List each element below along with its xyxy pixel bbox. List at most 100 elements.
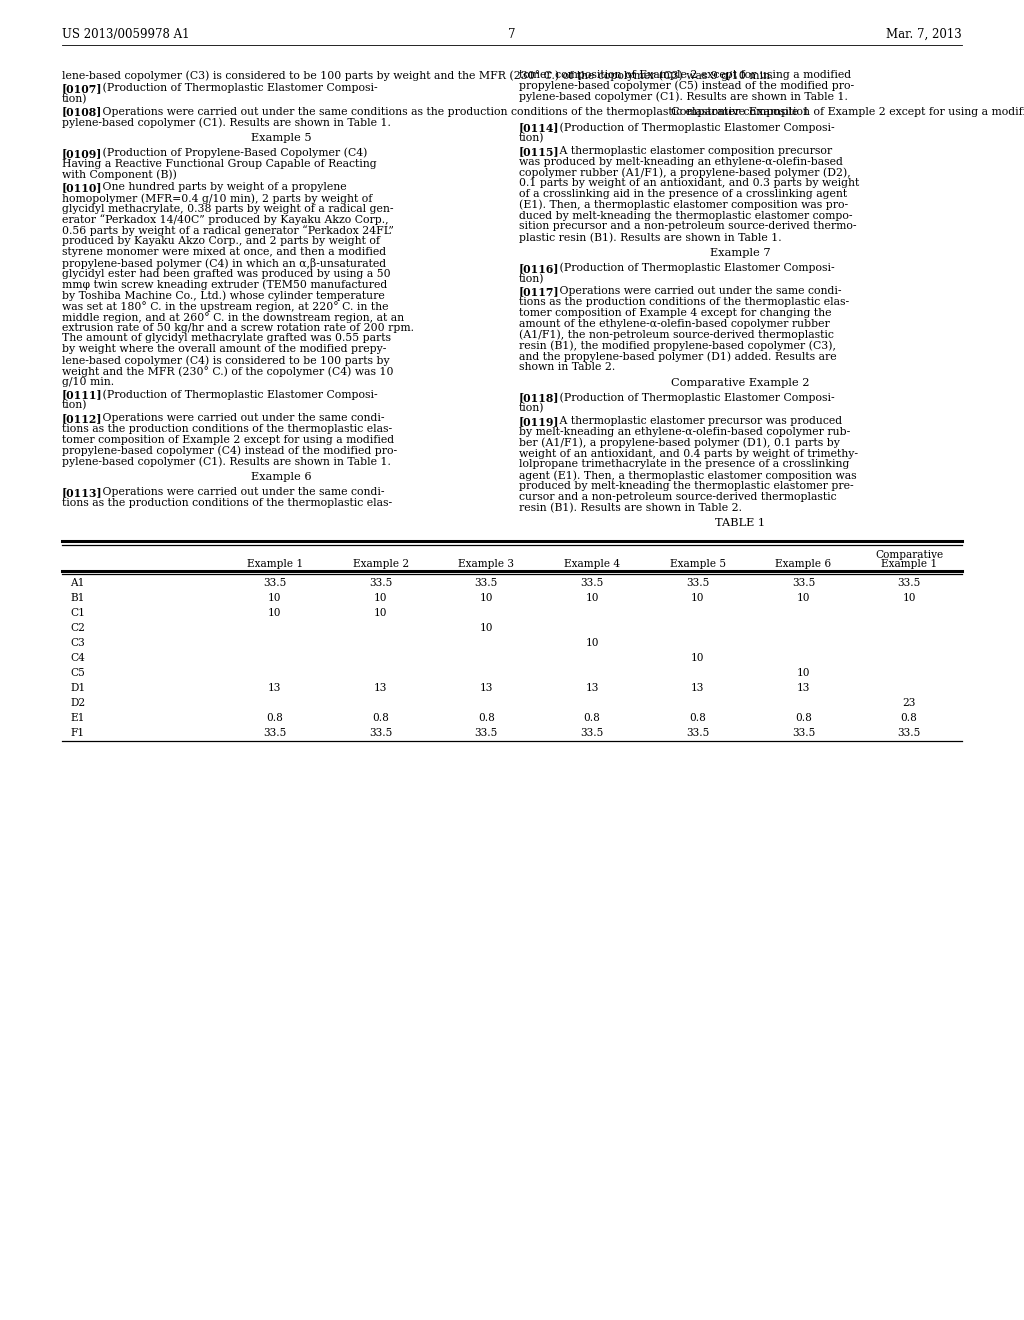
Text: cursor and a non-petroleum source-derived thermoplastic: cursor and a non-petroleum source-derive…	[519, 492, 837, 502]
Text: pylene-based copolymer (C1). Results are shown in Table 1.: pylene-based copolymer (C1). Results are…	[519, 91, 848, 102]
Text: Example 1: Example 1	[247, 560, 303, 569]
Text: Example 6: Example 6	[251, 473, 312, 482]
Text: sition precursor and a non-petroleum source-derived thermo-: sition precursor and a non-petroleum sou…	[519, 222, 856, 231]
Text: 33.5: 33.5	[792, 729, 815, 738]
Text: Operations were carried out under the same condi-: Operations were carried out under the sa…	[549, 286, 842, 297]
Text: C4: C4	[70, 653, 85, 663]
Text: 33.5: 33.5	[897, 729, 921, 738]
Text: D2: D2	[70, 698, 85, 709]
Text: 10: 10	[797, 593, 810, 603]
Text: 10: 10	[586, 593, 599, 603]
Text: tions as the production conditions of the thermoplastic elas-: tions as the production conditions of th…	[62, 498, 392, 508]
Text: was produced by melt-kneading an ethylene-α-olefin-based: was produced by melt-kneading an ethylen…	[519, 157, 843, 166]
Text: (A1/F1), the non-petroleum source-derived thermoplastic: (A1/F1), the non-petroleum source-derive…	[519, 330, 834, 341]
Text: g/10 min.: g/10 min.	[62, 376, 114, 387]
Text: pylene-based copolymer (C1). Results are shown in Table 1.: pylene-based copolymer (C1). Results are…	[62, 117, 391, 128]
Text: tions as the production conditions of the thermoplastic elas-: tions as the production conditions of th…	[519, 297, 849, 308]
Text: styrene monomer were mixed at once, and then a modified: styrene monomer were mixed at once, and …	[62, 247, 386, 257]
Text: 10: 10	[586, 639, 599, 648]
Text: produced by melt-kneading the thermoplastic elastomer pre-: produced by melt-kneading the thermoplas…	[519, 480, 854, 491]
Text: pylene-based copolymer (C1). Results are shown in Table 1.: pylene-based copolymer (C1). Results are…	[62, 457, 391, 467]
Text: erator “Perkadox 14/40C” produced by Kayaku Akzo Corp.,: erator “Perkadox 14/40C” produced by Kay…	[62, 215, 389, 226]
Text: The amount of glycidyl methacrylate grafted was 0.55 parts: The amount of glycidyl methacrylate graf…	[62, 334, 391, 343]
Text: Having a Reactive Functional Group Capable of Reacting: Having a Reactive Functional Group Capab…	[62, 158, 377, 169]
Text: 0.8: 0.8	[689, 713, 707, 723]
Text: Example 4: Example 4	[564, 560, 621, 569]
Text: tion): tion)	[519, 273, 545, 284]
Text: amount of the ethylene-α-olefin-based copolymer rubber: amount of the ethylene-α-olefin-based co…	[519, 319, 829, 329]
Text: 33.5: 33.5	[369, 578, 392, 589]
Text: Operations were carried out under the same condi-: Operations were carried out under the sa…	[92, 487, 385, 496]
Text: [0115]: [0115]	[519, 145, 560, 157]
Text: 7: 7	[508, 28, 516, 41]
Text: 33.5: 33.5	[263, 729, 287, 738]
Text: of a crosslinking aid in the presence of a crosslinking agent: of a crosslinking aid in the presence of…	[519, 189, 847, 199]
Text: lolpropane trimethacrylate in the presence of a crosslinking: lolpropane trimethacrylate in the presen…	[519, 459, 849, 470]
Text: copolymer rubber (A1/F1), a propylene-based polymer (D2),: copolymer rubber (A1/F1), a propylene-ba…	[519, 168, 851, 178]
Text: resin (B1), the modified propylene-based copolymer (C3),: resin (B1), the modified propylene-based…	[519, 341, 836, 351]
Text: tomer composition of Example 4 except for changing the: tomer composition of Example 4 except fo…	[519, 308, 831, 318]
Text: resin (B1). Results are shown in Table 2.: resin (B1). Results are shown in Table 2…	[519, 503, 742, 513]
Text: Example 7: Example 7	[711, 248, 771, 257]
Text: 10: 10	[902, 593, 915, 603]
Text: (E1). Then, a thermoplastic elastomer composition was pro-: (E1). Then, a thermoplastic elastomer co…	[519, 199, 848, 210]
Text: with Component (B)): with Component (B))	[62, 169, 177, 180]
Text: 33.5: 33.5	[686, 729, 710, 738]
Text: 23: 23	[902, 698, 915, 709]
Text: 0.56 parts by weight of a radical generator “Perkadox 24FL”: 0.56 parts by weight of a radical genera…	[62, 226, 394, 236]
Text: homopolymer (MFR=0.4 g/10 min), 2 parts by weight of: homopolymer (MFR=0.4 g/10 min), 2 parts …	[62, 193, 373, 203]
Text: lene-based copolymer (C3) is considered to be 100 parts by weight and the MFR (2: lene-based copolymer (C3) is considered …	[62, 70, 773, 81]
Text: 13: 13	[691, 684, 705, 693]
Text: 10: 10	[479, 623, 493, 634]
Text: tion): tion)	[62, 400, 87, 411]
Text: 33.5: 33.5	[792, 578, 815, 589]
Text: 13: 13	[374, 684, 387, 693]
Text: One hundred parts by weight of a propylene: One hundred parts by weight of a propyle…	[92, 182, 347, 193]
Text: Example 5: Example 5	[251, 133, 312, 143]
Text: B1: B1	[70, 593, 84, 603]
Text: 33.5: 33.5	[369, 729, 392, 738]
Text: C2: C2	[70, 623, 85, 634]
Text: C5: C5	[70, 668, 85, 678]
Text: 33.5: 33.5	[263, 578, 287, 589]
Text: TABLE 1: TABLE 1	[716, 519, 766, 528]
Text: lene-based copolymer (C4) is considered to be 100 parts by: lene-based copolymer (C4) is considered …	[62, 355, 389, 366]
Text: shown in Table 2.: shown in Table 2.	[519, 362, 615, 372]
Text: Comparative: Comparative	[876, 549, 943, 560]
Text: (Production of Thermoplastic Elastomer Composi-: (Production of Thermoplastic Elastomer C…	[92, 83, 378, 94]
Text: 0.8: 0.8	[584, 713, 600, 723]
Text: 33.5: 33.5	[897, 578, 921, 589]
Text: 10: 10	[374, 609, 387, 618]
Text: [0112]: [0112]	[62, 413, 102, 424]
Text: 10: 10	[479, 593, 493, 603]
Text: 10: 10	[691, 593, 705, 603]
Text: propylene-based copolymer (C5) instead of the modified pro-: propylene-based copolymer (C5) instead o…	[519, 81, 854, 91]
Text: C3: C3	[70, 639, 85, 648]
Text: 10: 10	[268, 609, 282, 618]
Text: E1: E1	[70, 713, 84, 723]
Text: 13: 13	[797, 684, 810, 693]
Text: Operations were carried out under the same condi-: Operations were carried out under the sa…	[92, 413, 385, 422]
Text: by Toshiba Machine Co., Ltd.) whose cylinder temperature: by Toshiba Machine Co., Ltd.) whose cyli…	[62, 290, 385, 301]
Text: [0109]: [0109]	[62, 148, 102, 158]
Text: 0.8: 0.8	[901, 713, 918, 723]
Text: A thermoplastic elastomer composition precursor: A thermoplastic elastomer composition pr…	[549, 145, 833, 156]
Text: extrusion rate of 50 kg/hr and a screw rotation rate of 200 rpm.: extrusion rate of 50 kg/hr and a screw r…	[62, 322, 414, 333]
Text: F1: F1	[70, 729, 84, 738]
Text: and the propylene-based polymer (D1) added. Results are: and the propylene-based polymer (D1) add…	[519, 351, 837, 362]
Text: Comparative Example 1: Comparative Example 1	[672, 107, 810, 117]
Text: 33.5: 33.5	[581, 729, 603, 738]
Text: Example 2: Example 2	[352, 560, 409, 569]
Text: tomer composition of Example 2 except for using a modified: tomer composition of Example 2 except fo…	[62, 434, 394, 445]
Text: Example 6: Example 6	[775, 560, 831, 569]
Text: middle region, and at 260° C. in the downstream region, at an: middle region, and at 260° C. in the dow…	[62, 312, 404, 322]
Text: 33.5: 33.5	[475, 729, 498, 738]
Text: [0119]: [0119]	[519, 416, 559, 428]
Text: 33.5: 33.5	[475, 578, 498, 589]
Text: tion): tion)	[519, 404, 545, 413]
Text: by melt-kneading an ethylene-α-olefin-based copolymer rub-: by melt-kneading an ethylene-α-olefin-ba…	[519, 426, 850, 437]
Text: 0.8: 0.8	[478, 713, 495, 723]
Text: was set at 180° C. in the upstream region, at 220° C. in the: was set at 180° C. in the upstream regio…	[62, 301, 388, 312]
Text: Example 3: Example 3	[459, 560, 514, 569]
Text: tions as the production conditions of the thermoplastic elas-: tions as the production conditions of th…	[62, 424, 392, 434]
